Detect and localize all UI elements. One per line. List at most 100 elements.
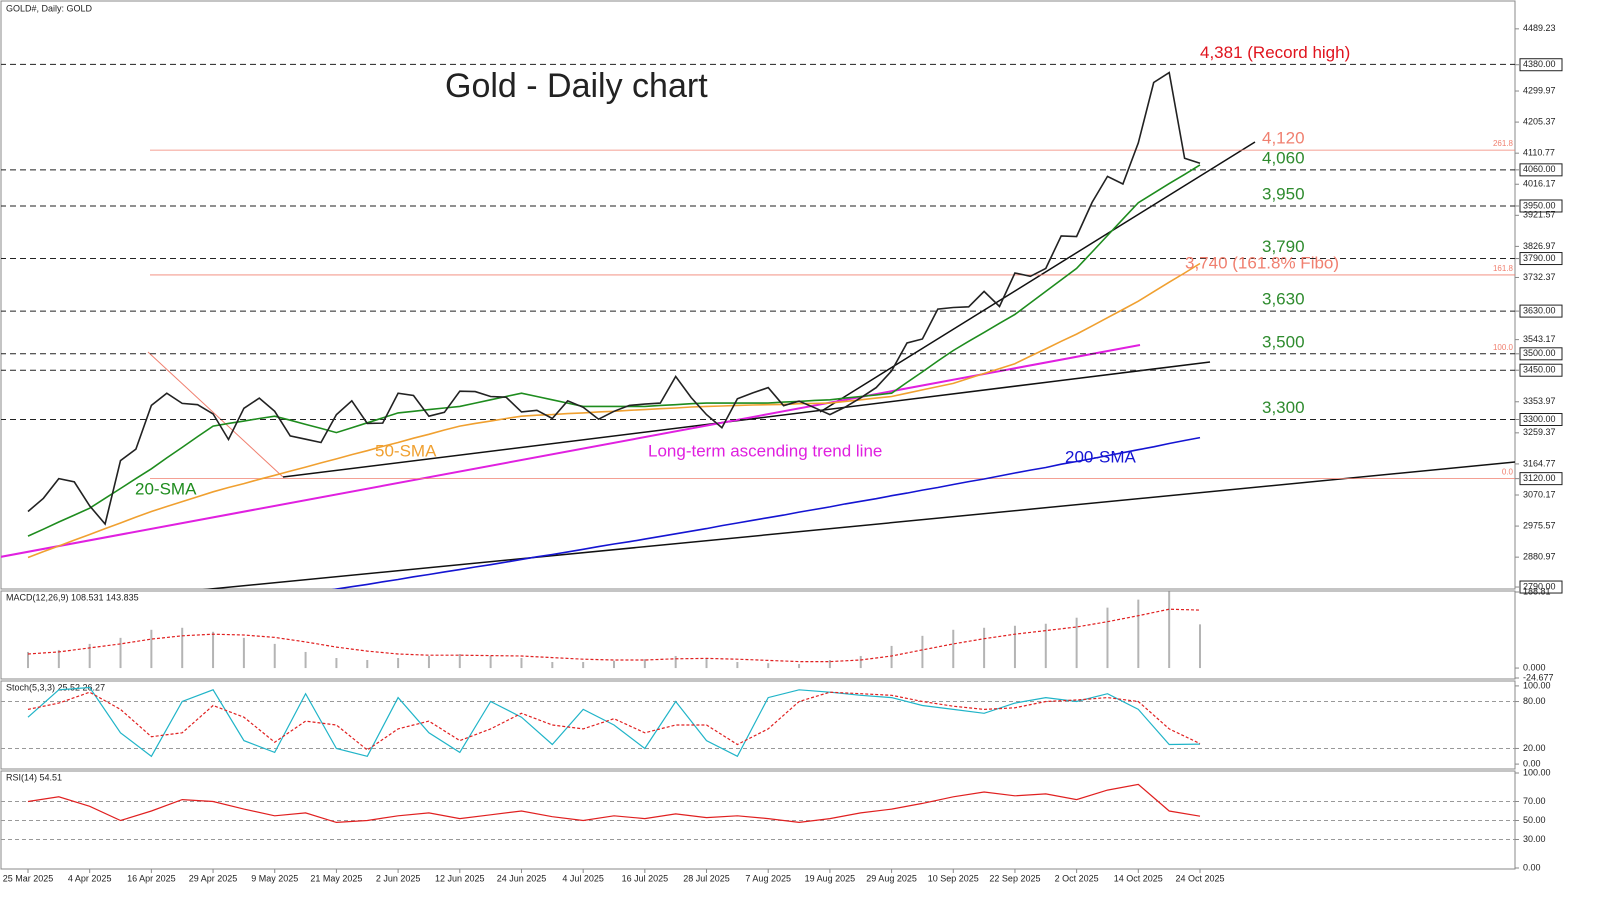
price-box xyxy=(1519,199,1563,213)
y-tick-label: 4489.23 xyxy=(1523,23,1556,33)
y-tick-label: 3259.37 xyxy=(1523,427,1556,437)
y-tick-label: 3950.00 xyxy=(1523,200,1556,210)
price-box xyxy=(1519,252,1563,266)
level-label: 3,950 xyxy=(1262,184,1305,203)
y-tick-label: 80.00 xyxy=(1523,696,1546,706)
symbol-header: GOLD#, Daily: GOLD xyxy=(6,3,93,13)
indicator-line xyxy=(27,691,1201,751)
y-tick-label: 3790.00 xyxy=(1523,253,1556,263)
y-tick-label: 20.00 xyxy=(1523,743,1546,753)
y-tick-label: 3353.97 xyxy=(1523,396,1556,406)
y-tick-label: 3450.00 xyxy=(1523,365,1556,375)
price-box xyxy=(1519,347,1563,361)
fib-label: 100.0 xyxy=(1493,343,1514,352)
x-tick-label: 7 Aug 2025 xyxy=(745,873,791,883)
y-tick-label: 50.00 xyxy=(1523,815,1546,825)
y-tick-label: 3630.00 xyxy=(1523,305,1556,315)
y-tick-label: 0.00 xyxy=(1523,758,1541,768)
trend-line xyxy=(282,361,1211,478)
trend-line xyxy=(819,141,1256,413)
x-tick-label: 29 Aug 2025 xyxy=(866,873,917,883)
panel-title: RSI(14) 54.51 xyxy=(6,772,62,782)
y-tick-label: 3120.00 xyxy=(1523,473,1556,483)
x-tick-label: 2 Oct 2025 xyxy=(1055,873,1099,883)
y-tick-label: 3826.97 xyxy=(1523,241,1556,251)
y-tick-label: 4299.97 xyxy=(1523,85,1556,95)
y-tick-label: 0.00 xyxy=(1523,862,1541,872)
y-tick-label: 4380.00 xyxy=(1523,59,1556,69)
level-label: 4,060 xyxy=(1262,148,1305,167)
y-tick-label: 30.00 xyxy=(1523,834,1546,844)
long-term-trend-line xyxy=(1,344,1141,558)
y-tick-label: 4205.37 xyxy=(1523,116,1556,126)
x-tick-label: 16 Apr 2025 xyxy=(127,873,176,883)
price-box xyxy=(1519,580,1563,594)
x-tick-label: 28 Jul 2025 xyxy=(683,873,730,883)
trend-lines xyxy=(1,141,1515,589)
main-frame xyxy=(0,0,1516,590)
macd-frame xyxy=(0,590,1516,680)
y-tick-label: 3164.77 xyxy=(1523,458,1556,468)
sma-label: 20-SMA xyxy=(135,479,197,498)
main-plot xyxy=(1,63,1515,589)
trend-annotation: Long-term ascending trend line xyxy=(648,441,882,460)
y-tick-label: 0.000 xyxy=(1523,662,1546,672)
x-tick-label: 4 Jul 2025 xyxy=(562,873,604,883)
x-tick-label: 10 Sep 2025 xyxy=(928,873,979,883)
x-tick-label: 19 Aug 2025 xyxy=(805,873,856,883)
x-tick-label: 14 Oct 2025 xyxy=(1114,873,1163,883)
y-tick-label: 2975.57 xyxy=(1523,520,1556,530)
x-tick-label: 21 May 2025 xyxy=(310,873,362,883)
x-tick-label: 24 Jun 2025 xyxy=(497,873,547,883)
sma-line xyxy=(27,164,1201,537)
indicator-line xyxy=(27,686,1201,758)
y-tick-label: 3543.17 xyxy=(1523,334,1556,344)
price-box xyxy=(1519,58,1563,72)
x-tick-label: 9 May 2025 xyxy=(251,873,298,883)
price-box xyxy=(1519,304,1563,318)
x-tick-label: 12 Jun 2025 xyxy=(435,873,485,883)
price-line xyxy=(27,71,1201,526)
y-tick-label: 2880.97 xyxy=(1523,552,1556,562)
panel-title: MACD(12,26,9) 108.531 143.835 xyxy=(6,592,139,602)
level-label: 3,300 xyxy=(1262,398,1305,417)
y-tick-label: 188.81 xyxy=(1523,586,1551,596)
fibo-swing xyxy=(147,351,284,478)
sma-label: 200-SMA xyxy=(1065,447,1137,466)
indicator-line xyxy=(27,608,1201,663)
stoch-frame xyxy=(0,680,1516,770)
fib-label: 261.8 xyxy=(1493,139,1514,148)
x-tick-label: 4 Apr 2025 xyxy=(68,873,112,883)
level-label: 3,790 xyxy=(1262,237,1305,256)
x-tick-label: 29 Apr 2025 xyxy=(189,873,238,883)
level-label: 3,500 xyxy=(1262,332,1305,351)
y-tick-label: 3732.37 xyxy=(1523,272,1556,282)
y-tick-label: 3300.00 xyxy=(1523,414,1556,424)
sma-line xyxy=(331,436,1201,589)
chart-title: Gold - Daily chart xyxy=(445,67,708,105)
y-tick-label: 100.00 xyxy=(1523,680,1551,690)
y-tick-label: -24.677 xyxy=(1523,672,1554,682)
y-tick-label: 4060.00 xyxy=(1523,164,1556,174)
y-tick-label: 4110.77 xyxy=(1523,148,1555,158)
price-box xyxy=(1519,472,1563,486)
fib-label: 0.0 xyxy=(1502,468,1514,477)
level-label: 4,120 xyxy=(1262,129,1305,148)
x-tick-label: 16 Jul 2025 xyxy=(622,873,669,883)
level-label: 3,630 xyxy=(1262,290,1305,309)
sma-label: 50-SMA xyxy=(375,441,437,460)
y-tick-label: 2790.00 xyxy=(1523,581,1556,591)
panel-title: Stoch(5,3,3) 25.52 26.27 xyxy=(6,682,105,692)
fib-label: 161.8 xyxy=(1493,264,1514,273)
y-tick-label: 3500.00 xyxy=(1523,348,1556,358)
y-tick-label: 3921.57 xyxy=(1523,210,1556,220)
level-label: 3,740 (161.8% Fibo) xyxy=(1185,253,1339,272)
y-tick-label: 4016.17 xyxy=(1523,179,1556,189)
y-tick-label: 100.00 xyxy=(1523,767,1551,777)
price-box xyxy=(1519,412,1563,426)
price-box xyxy=(1519,363,1563,377)
level-label: 4,381 (Record high) xyxy=(1200,43,1350,62)
x-tick-label: 2 Jun 2025 xyxy=(376,873,421,883)
price-box xyxy=(1519,163,1563,177)
